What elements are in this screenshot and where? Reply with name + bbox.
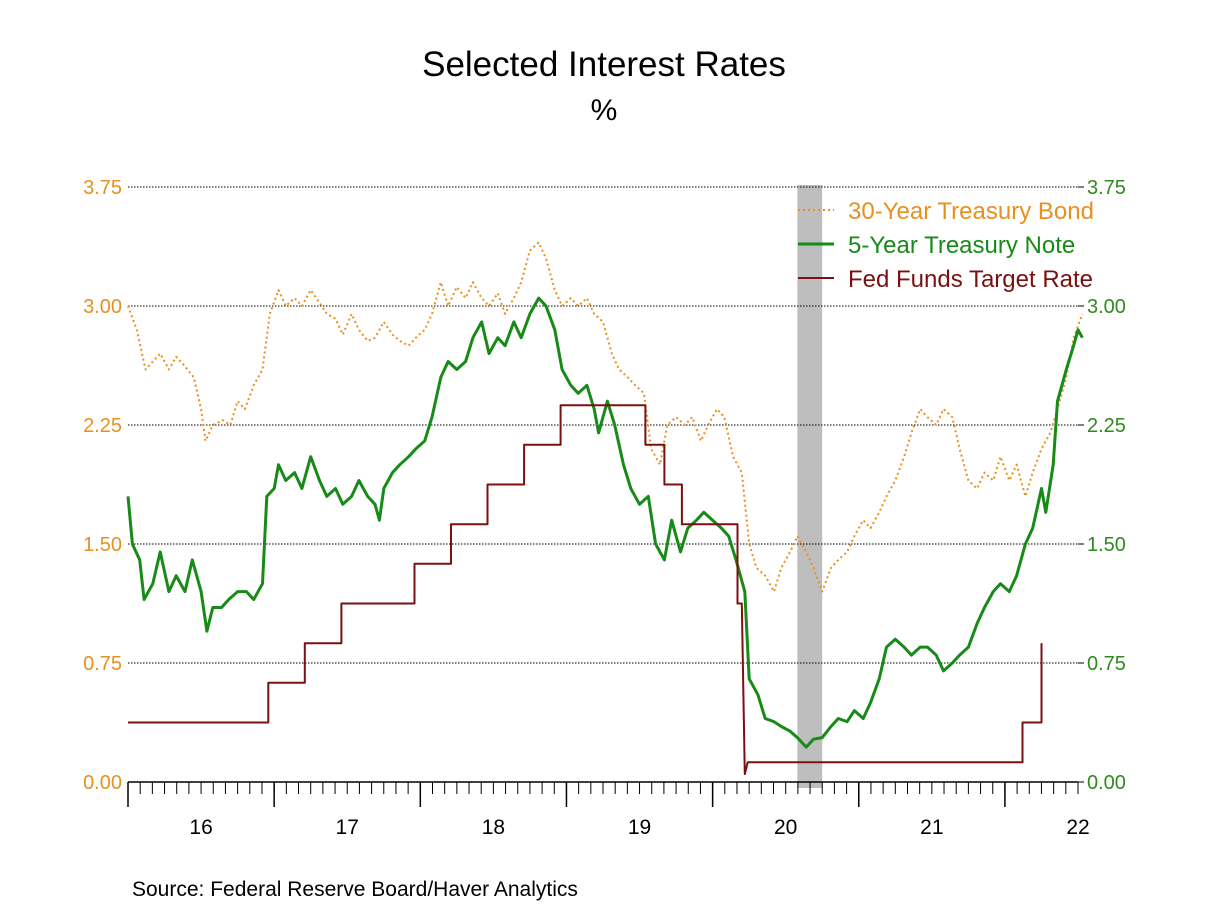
series-lines [126,241,1084,776]
x-tick-label: 20 [774,816,797,839]
right-tick-label: 1.50 [1087,534,1126,556]
left-tick-label: 2.25 [83,415,122,437]
x-tick-label: 21 [920,816,943,839]
left-tick-label: 0.00 [83,772,122,794]
series-line [128,404,1043,776]
right-tick-label: 3.75 [1087,177,1126,199]
legend: 30-Year Treasury Bond 5-Year Treasury Not… [798,198,1094,293]
x-tick-label: 16 [189,816,212,839]
x-tick-label: 19 [628,816,651,839]
left-tick-label: 1.50 [83,534,122,556]
recession-band [797,185,823,788]
series-line [127,241,1084,593]
legend-label: 30-Year Treasury Bond [848,198,1094,225]
chart-subtitle: % [591,94,618,127]
legend-label: Fed Funds Target Rate [848,266,1093,293]
left-tick-label: 3.75 [83,177,122,199]
left-tick-label: 0.75 [83,653,122,675]
gridlines [128,186,1078,664]
chart-title: Selected Interest Rates [422,45,786,84]
right-tick-label: 3.00 [1087,296,1126,318]
x-tick-label: 18 [482,816,505,839]
axes: 0.00 0.75 1.50 2.25 3.00 3.75 0.00 0.75 1.50 2.25… [83,177,1126,839]
x-tick-label: 17 [336,816,359,839]
legend-label: 5-Year Treasury Note [848,232,1075,259]
right-tick-label: 2.25 [1087,415,1126,437]
series-line [126,296,1084,749]
source-note: Source: Federal Reserve Board/Haver Anal… [132,878,578,901]
recession-shading [797,185,823,788]
right-tick-label: 0.75 [1087,653,1126,675]
left-tick-label: 3.00 [83,296,122,318]
right-tick-label: 0.00 [1087,772,1126,794]
x-tick-label: 22 [1066,816,1089,839]
